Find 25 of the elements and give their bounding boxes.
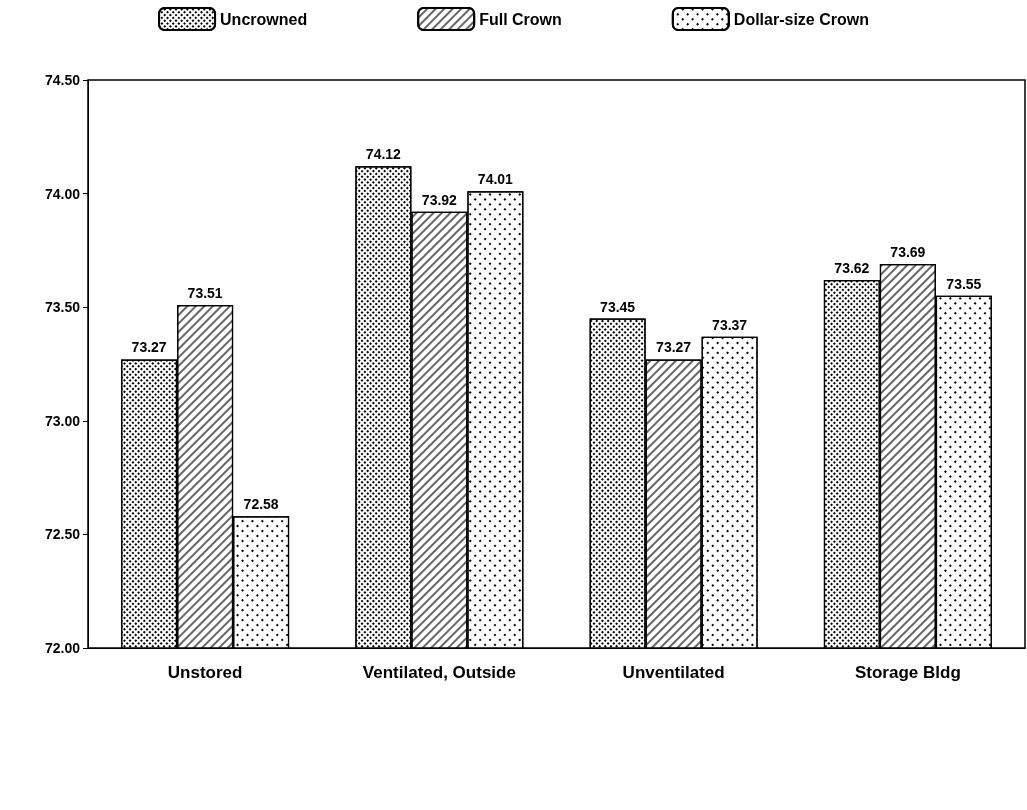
data-label: 73.55 (946, 275, 982, 292)
y-tick-label: 72.50 (44, 526, 81, 543)
y-tick-label: 73.50 (44, 299, 81, 316)
y-tick-label: 73.00 (44, 412, 81, 429)
legend-label: Dollar-size Crown (733, 10, 869, 28)
data-label: 72.58 (243, 496, 279, 513)
data-label: 73.51 (187, 284, 223, 301)
data-label: 73.27 (656, 339, 692, 356)
data-label: 73.62 (834, 259, 870, 276)
x-tick-label: Unstored (167, 663, 243, 682)
data-label: 74.01 (477, 171, 514, 188)
y-tick-label: 74.50 (44, 72, 81, 88)
data-label: 73.45 (600, 298, 636, 315)
data-label: 73.69 (890, 244, 926, 261)
legend-label: Full Crown (479, 10, 562, 28)
data-label: 73.92 (421, 191, 458, 208)
data-label: 73.27 (131, 339, 167, 356)
y-tick-label: 72.00 (44, 640, 81, 656)
legend-label: Uncrowned (220, 10, 308, 28)
x-tick-label: Unventilated (622, 663, 725, 682)
y-tick-label: 74.00 (44, 185, 81, 202)
x-tick-label: Ventilated, Outside (362, 663, 516, 682)
x-tick-label: Storage Bldg (854, 663, 961, 682)
data-label: 73.37 (712, 316, 748, 333)
data-label: 74.12 (365, 146, 402, 163)
